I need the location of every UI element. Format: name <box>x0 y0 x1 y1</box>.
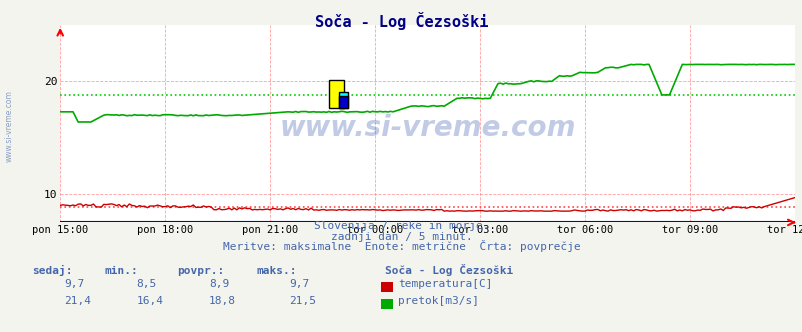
Text: min.:: min.: <box>104 266 138 276</box>
Text: 9,7: 9,7 <box>64 279 84 289</box>
Text: Soča - Log Čezsoški: Soča - Log Čezsoški <box>314 12 488 30</box>
Text: zadnji dan / 5 minut.: zadnji dan / 5 minut. <box>330 232 472 242</box>
Text: 8,9: 8,9 <box>209 279 229 289</box>
Text: 21,5: 21,5 <box>289 296 316 306</box>
FancyBboxPatch shape <box>329 80 343 108</box>
Text: www.si-vreme.com: www.si-vreme.com <box>5 90 14 162</box>
Text: 16,4: 16,4 <box>136 296 164 306</box>
Text: pretok[m3/s]: pretok[m3/s] <box>398 296 479 306</box>
Text: Meritve: maksimalne  Enote: metrične  Črta: povprečje: Meritve: maksimalne Enote: metrične Črta… <box>222 240 580 252</box>
FancyBboxPatch shape <box>339 92 348 108</box>
Text: temperatura[C]: temperatura[C] <box>398 279 492 289</box>
Text: povpr.:: povpr.: <box>176 266 224 276</box>
Text: Slovenija / reke in morje.: Slovenija / reke in morje. <box>314 221 488 231</box>
Text: 21,4: 21,4 <box>64 296 91 306</box>
FancyBboxPatch shape <box>339 96 348 108</box>
Text: maks.:: maks.: <box>257 266 297 276</box>
Text: www.si-vreme.com: www.si-vreme.com <box>279 114 575 142</box>
Text: 9,7: 9,7 <box>289 279 309 289</box>
Text: 8,5: 8,5 <box>136 279 156 289</box>
Text: sedaj:: sedaj: <box>32 265 72 276</box>
Text: 18,8: 18,8 <box>209 296 236 306</box>
Text: Soča - Log Čezsoški: Soča - Log Čezsoški <box>385 264 513 276</box>
